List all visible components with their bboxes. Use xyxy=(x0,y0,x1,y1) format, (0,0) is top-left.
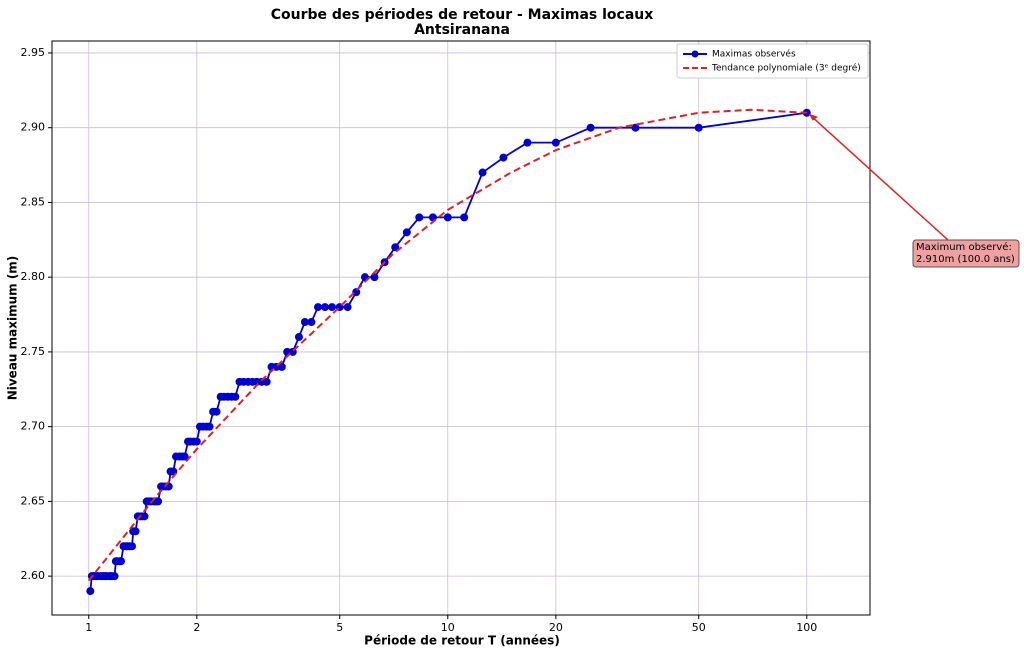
y-axis-label: Niveau maximum (m) xyxy=(6,256,20,401)
plot-frame xyxy=(51,40,871,616)
x-tick-label: 50 xyxy=(692,621,706,634)
legend-box xyxy=(676,43,869,79)
data-point xyxy=(694,123,703,132)
y-tick-label: 2.60 xyxy=(21,569,46,582)
annotation-text: Maximum observé: xyxy=(916,241,1012,253)
data-point xyxy=(523,138,532,147)
chart-subtitle: Antsiranana xyxy=(414,22,510,38)
annotation-arrowhead xyxy=(808,113,818,121)
data-point xyxy=(631,123,640,132)
data-point xyxy=(328,303,337,312)
y-tick-label: 2.90 xyxy=(21,121,46,134)
data-point xyxy=(343,303,352,312)
x-tick-label: 1 xyxy=(85,621,92,634)
annotation-arrow xyxy=(810,115,949,241)
y-tick-label: 2.80 xyxy=(21,270,46,283)
data-point xyxy=(478,168,487,177)
data-point xyxy=(460,213,469,222)
series-line xyxy=(87,108,807,582)
data-point xyxy=(231,392,240,401)
data-point xyxy=(117,557,126,566)
data-point xyxy=(300,318,309,327)
data-point xyxy=(140,512,149,521)
data-point xyxy=(499,153,508,162)
y-tick-label: 2.75 xyxy=(21,345,46,358)
data-point xyxy=(313,303,322,312)
grid xyxy=(52,41,870,615)
data-point xyxy=(307,318,316,327)
data-point xyxy=(402,228,411,237)
data-point xyxy=(277,362,286,371)
data-point xyxy=(551,138,560,147)
y-tick-label: 2.65 xyxy=(21,494,46,507)
x-tick-label: 5 xyxy=(336,621,343,634)
x-tick-label: 10 xyxy=(441,621,455,634)
chart-title: Courbe des périodes de retour - Maximas … xyxy=(271,7,654,23)
data-point xyxy=(443,213,452,222)
data-point xyxy=(294,332,303,341)
data-point xyxy=(262,377,271,386)
data-point xyxy=(370,273,379,282)
data-point xyxy=(192,437,201,446)
data-point xyxy=(586,123,595,132)
data-point xyxy=(154,497,163,506)
data-point xyxy=(86,587,95,596)
data-point xyxy=(320,303,329,312)
annotation-box xyxy=(912,239,1020,268)
y-tick-label: 2.95 xyxy=(21,46,46,59)
x-tick-label: 100 xyxy=(796,621,817,634)
plot-area xyxy=(86,108,811,596)
data-point xyxy=(180,452,189,461)
data-point xyxy=(131,527,140,536)
x-axis-label: Période de retour T (années) xyxy=(364,634,560,648)
data-point xyxy=(352,288,361,297)
data-point xyxy=(212,407,221,416)
data-point xyxy=(110,572,119,581)
data-point xyxy=(415,213,424,222)
annotation-text: 2.910m (100.0 ans) xyxy=(916,254,1015,265)
legend-label: Maximas observés xyxy=(712,49,796,60)
x-tick-label: 20 xyxy=(549,621,563,634)
y-tick-label: 2.70 xyxy=(21,420,46,433)
y-tick-label: 2.85 xyxy=(21,195,46,208)
data-point xyxy=(128,542,137,551)
legend-marker xyxy=(691,50,699,58)
data-point xyxy=(205,422,214,431)
legend-label: Tendance polynomiale (3ᵉ degré) xyxy=(711,63,861,74)
x-tick-label: 2 xyxy=(193,621,200,634)
data-point xyxy=(391,243,400,252)
